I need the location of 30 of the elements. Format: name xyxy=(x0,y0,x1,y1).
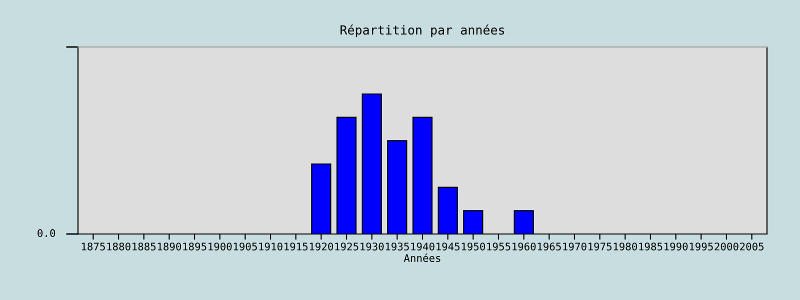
x-tick-label: 1955 xyxy=(487,242,510,250)
x-tick-label: 1920 xyxy=(310,242,334,250)
x-tick-label: 1975 xyxy=(588,242,612,250)
x-tick-label: 1995 xyxy=(690,242,713,250)
x-tick-label: 1990 xyxy=(664,242,688,250)
x-tick-label: 1945 xyxy=(436,242,460,250)
chart-title: Répartition par années xyxy=(340,24,504,38)
x-tick-label: 1910 xyxy=(259,242,282,250)
x-tick-label: 1930 xyxy=(360,242,384,250)
x-tick-label: 1890 xyxy=(158,242,182,250)
x-tick-label: 1915 xyxy=(284,242,308,250)
x-tick-label: 1960 xyxy=(512,242,536,250)
text: 0.0 xyxy=(38,229,56,238)
x-tick-label: 1980 xyxy=(614,242,638,250)
x-tick-label: 1950 xyxy=(462,242,486,250)
x-axis-title: Années xyxy=(404,254,440,262)
x-tick-label: 1905 xyxy=(234,242,257,250)
x-tick-label: 1985 xyxy=(639,242,662,250)
x-tick-label: 1935 xyxy=(386,242,409,250)
x-tick-label: 1940 xyxy=(411,242,434,250)
x-tick-label: 1965 xyxy=(538,242,561,250)
x-tick-label: 2005 xyxy=(740,242,764,250)
x-tick-label: 2000 xyxy=(714,242,738,250)
x-tick-label: 1895 xyxy=(183,242,206,250)
x-tick-label: 1925 xyxy=(335,242,358,250)
x-tick-label: 1970 xyxy=(563,242,586,250)
x-tick-label: 1875 xyxy=(82,242,105,250)
x-tick-label: 1885 xyxy=(132,242,156,250)
x-tick-label: 1900 xyxy=(208,242,232,250)
x-tick-label: 1880 xyxy=(107,242,130,250)
